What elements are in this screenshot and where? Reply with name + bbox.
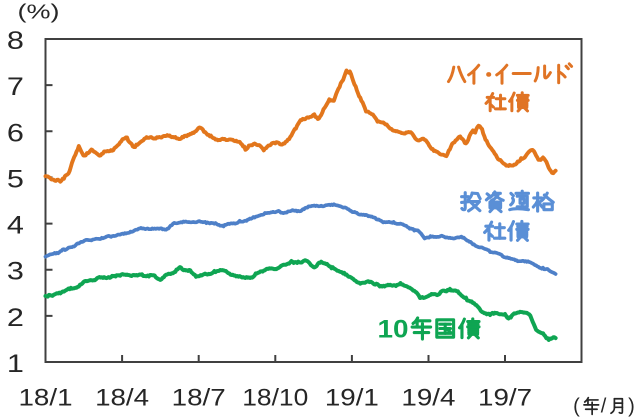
svg-text:/: / xyxy=(601,396,607,418)
svg-text:(: ( xyxy=(573,396,580,418)
svg-text:19/4: 19/4 xyxy=(401,384,455,411)
svg-text:18/4: 18/4 xyxy=(95,384,149,411)
svg-text:8: 8 xyxy=(7,27,24,55)
svg-text:10: 10 xyxy=(378,315,409,343)
svg-text:1: 1 xyxy=(7,350,24,378)
svg-text:18/7: 18/7 xyxy=(172,384,226,411)
svg-text:(%): (%) xyxy=(18,1,60,23)
svg-text:4: 4 xyxy=(7,212,24,240)
svg-text:6: 6 xyxy=(7,119,24,147)
svg-text:3: 3 xyxy=(7,258,24,286)
svg-text:2: 2 xyxy=(7,304,24,332)
svg-text:18/1: 18/1 xyxy=(19,384,73,411)
svg-text:7: 7 xyxy=(7,73,24,101)
svg-text:19/7: 19/7 xyxy=(478,384,532,411)
svg-text:19/1: 19/1 xyxy=(325,384,379,411)
svg-text:18/10: 18/10 xyxy=(242,384,308,411)
svg-text:5: 5 xyxy=(7,165,24,193)
svg-text:): ) xyxy=(628,396,635,418)
